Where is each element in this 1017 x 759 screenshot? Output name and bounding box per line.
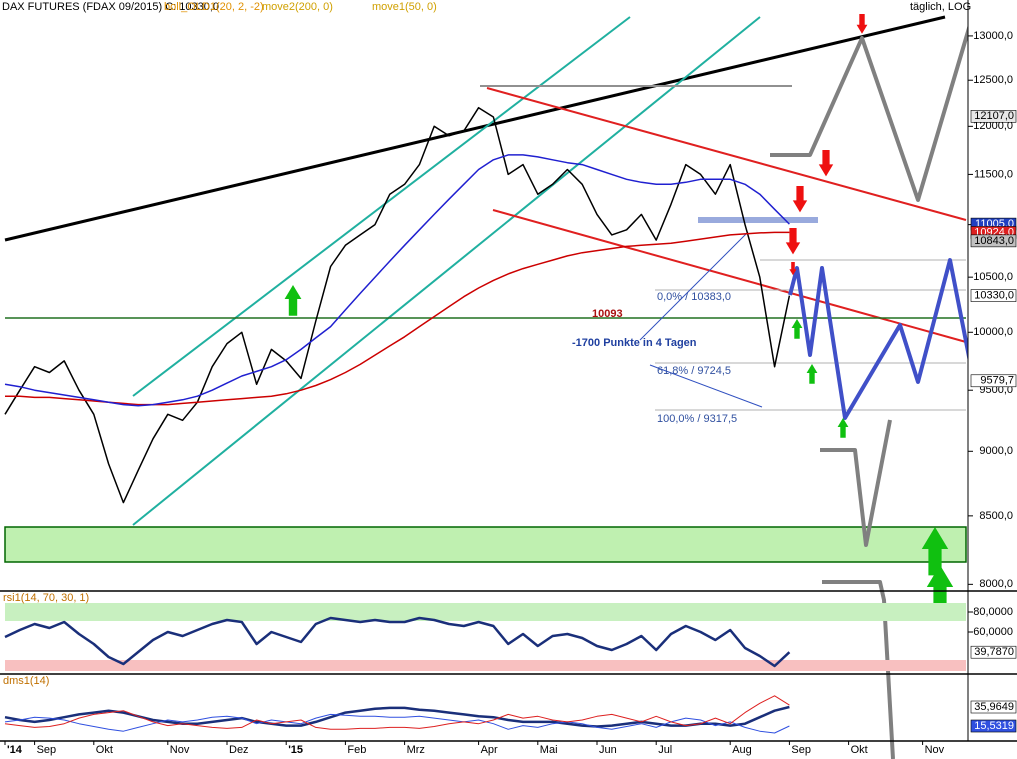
panel-title: dms1(14) xyxy=(3,675,49,687)
x-tick-label: Mrz xyxy=(407,744,425,756)
trendline xyxy=(492,209,967,343)
y-tick-label: 60,0000 xyxy=(973,626,1013,638)
series-line xyxy=(4,106,791,504)
x-tick-label: Sep xyxy=(791,744,811,756)
annotation: 0,0% / 10383,0 xyxy=(657,291,731,303)
annotation-arrow xyxy=(649,364,763,408)
trendline xyxy=(486,87,967,221)
y-tick-label: 11500,0 xyxy=(974,168,1013,180)
x-tick-label: Nov xyxy=(925,744,945,756)
price-marker-label: 10330,0 xyxy=(974,290,1014,302)
x-tick-label: Sep xyxy=(37,744,57,756)
price-marker-label: 10843,0 xyxy=(974,235,1014,247)
price-marker xyxy=(970,719,1017,733)
x-tick-label: Jun xyxy=(599,744,617,756)
indicator-label: move1(50, 0) xyxy=(372,1,437,13)
x-tick-label: Jul xyxy=(658,744,672,756)
price-marker xyxy=(970,234,1017,248)
annotation-arrow xyxy=(639,231,749,341)
annotation: 10093 xyxy=(592,308,623,320)
support-zone xyxy=(4,526,967,563)
x-tick-label: Nov xyxy=(170,744,190,756)
price-marker xyxy=(970,700,1017,714)
x-tick-label: Okt xyxy=(851,744,868,756)
x-tick-label: Mai xyxy=(540,744,558,756)
x-tick-label: Okt xyxy=(96,744,113,756)
scale-label: täglich, LOG xyxy=(910,1,971,13)
signal-arrow xyxy=(789,262,797,276)
chart-title: DAX FUTURES (FDAX 09/2015) C: 10330,0 xyxy=(2,1,219,13)
axis-panel xyxy=(968,0,1017,741)
signal-arrow xyxy=(791,319,803,339)
projection-path xyxy=(820,419,892,547)
signal-arrows xyxy=(284,14,954,614)
series-line xyxy=(5,231,790,406)
axis-layer: 8000,0 8500,0 9000,0 9500,0 10000,0 10500,0 11… xyxy=(4,1,1017,756)
annotation: 61,8% / 9724,5 xyxy=(657,365,731,377)
y-tick-label: 13000,0 xyxy=(973,30,1013,42)
annotation: -1700 Punkte in 4 Tagen xyxy=(572,337,697,349)
price-marker-label: 9579,7 xyxy=(980,375,1014,387)
y-tick-label: 8500,0 xyxy=(979,510,1013,522)
price-marker xyxy=(970,645,1017,659)
y-tick-label: 80,0000 xyxy=(973,606,1013,618)
series-layer xyxy=(4,106,966,734)
series-line xyxy=(4,695,790,730)
indicator-label: move2(200, 0) xyxy=(262,1,333,13)
series-line xyxy=(4,154,790,407)
series-line xyxy=(4,616,791,668)
annotation: 100,0% / 9317,5 xyxy=(657,413,737,425)
overbought-band xyxy=(5,603,966,621)
price-marker xyxy=(970,289,1017,302)
signal-arrow xyxy=(284,285,302,316)
panel-title: rsi1(14, 70, 30, 1) xyxy=(3,592,89,604)
trendline xyxy=(132,16,761,526)
x-tick-label: Feb xyxy=(347,744,366,756)
price-marker xyxy=(970,110,1017,123)
signal-arrow xyxy=(837,418,849,438)
signal-arrow xyxy=(921,527,949,576)
signal-arrow xyxy=(926,565,954,614)
price-marker-label: 15,5319 xyxy=(974,720,1014,732)
projection-path xyxy=(770,17,974,202)
price-marker xyxy=(970,374,1017,388)
x-tick-label: Apr xyxy=(481,744,498,756)
indicator-label: boll_OLD1(20, 2, -2) xyxy=(164,1,264,13)
y-tick-label: 10000,0 xyxy=(973,326,1013,338)
x-tick-label: '14 xyxy=(7,744,23,756)
y-tick-label: 12000,0 xyxy=(973,120,1013,132)
y-tick-label: 9500,0 xyxy=(979,384,1013,396)
signal-arrow xyxy=(806,364,818,384)
trendline xyxy=(4,15,946,242)
price-marker-label: 12107,0 xyxy=(974,110,1014,122)
y-tick-label: 8000,0 xyxy=(979,578,1013,590)
oversold-band xyxy=(5,660,966,671)
y-tick-label: 12500,0 xyxy=(973,74,1013,86)
signal-arrow xyxy=(856,14,868,34)
y-tick-label: 9000,0 xyxy=(979,445,1013,457)
zone-bar xyxy=(698,217,818,223)
signal-arrow xyxy=(785,228,801,255)
price-marker-label: 39,7870 xyxy=(974,646,1014,658)
signal-arrow xyxy=(792,186,808,213)
x-tick-label: '15 xyxy=(288,744,303,756)
trendline xyxy=(132,16,631,397)
x-tick-label: Aug xyxy=(732,744,752,756)
x-tick-label: Dez xyxy=(229,744,249,756)
y-tick-label: 10500,0 xyxy=(973,271,1013,283)
price-marker-label: 35,9649 xyxy=(974,701,1014,713)
signal-arrow xyxy=(818,150,834,177)
series-line xyxy=(4,713,790,734)
